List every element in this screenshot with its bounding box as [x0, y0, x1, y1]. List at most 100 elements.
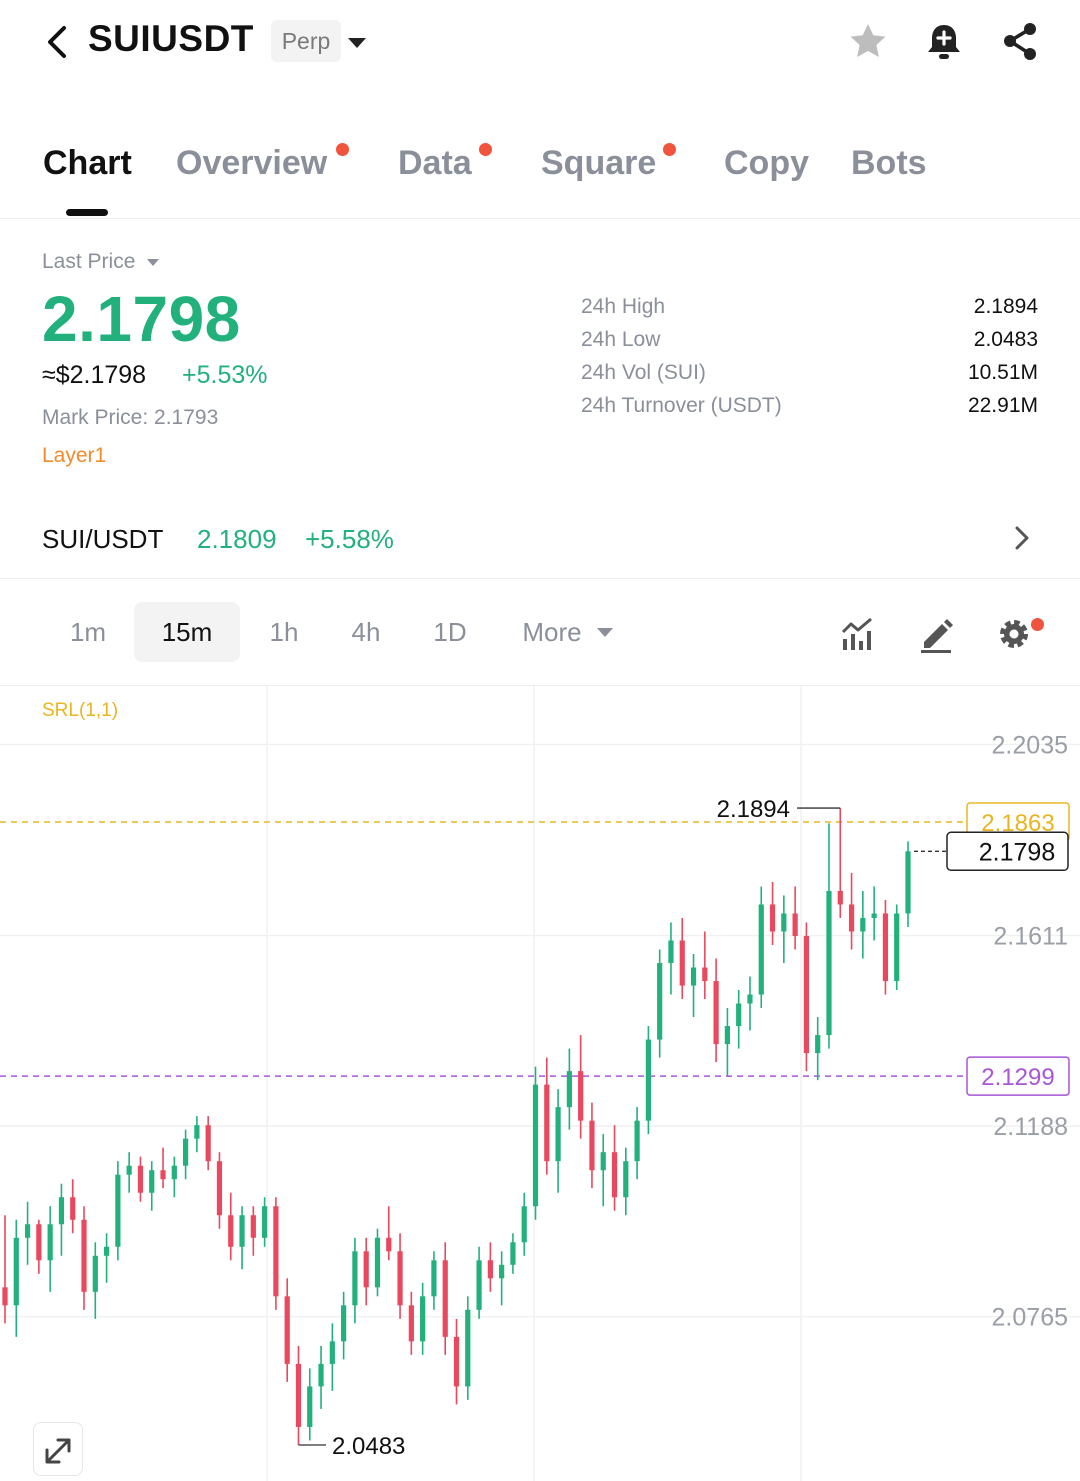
candle-body — [329, 1341, 335, 1364]
settings-notification-dot — [1031, 618, 1044, 631]
stat-value-24h-vol: 10.51M — [967, 361, 1038, 384]
candle-body — [724, 1026, 730, 1045]
candle-body — [13, 1237, 19, 1306]
candle-body — [860, 917, 866, 932]
candle-body — [657, 963, 663, 1040]
high-marker-label: 2.1894 — [717, 796, 790, 823]
last-price-caret-icon[interactable] — [147, 259, 159, 266]
candle-body — [792, 913, 798, 936]
candle-body — [318, 1363, 324, 1387]
candle-body — [442, 1260, 448, 1337]
y-axis-tick-label: 2.1611 — [993, 923, 1068, 951]
contract-type-badge[interactable]: Perp — [271, 20, 341, 62]
candle-body — [262, 1206, 268, 1238]
candle-body — [611, 1152, 618, 1198]
category-tag[interactable]: Layer1 — [42, 444, 107, 467]
indicator-label[interactable]: SRL(1,1) — [42, 700, 119, 721]
candle-body — [521, 1206, 527, 1243]
candle-body — [848, 904, 855, 932]
stat-value-24h-high: 2.1894 — [973, 295, 1038, 318]
candle-body — [826, 890, 832, 1036]
y-axis-tick-label: 2.0765 — [992, 1304, 1068, 1332]
candle-body — [115, 1174, 121, 1247]
candle-body — [713, 981, 719, 1045]
candle-body — [510, 1242, 516, 1265]
symbol-dropdown-caret-icon[interactable] — [348, 38, 366, 48]
tab-copy[interactable]: Copy — [724, 144, 809, 182]
price-change-percent: +5.53% — [182, 361, 268, 389]
active-tab-indicator — [66, 209, 108, 216]
candle-body — [307, 1386, 313, 1427]
candle-body — [634, 1120, 640, 1162]
draw-pen-icon[interactable] — [916, 614, 956, 654]
candle-body — [352, 1251, 358, 1306]
symbol-title[interactable]: SUIUSDT — [88, 18, 254, 59]
candle-body — [194, 1125, 200, 1139]
last-price-label[interactable]: Last Price — [42, 250, 136, 273]
tab-bots[interactable]: Bots — [851, 144, 927, 182]
candle-body — [341, 1305, 347, 1342]
usd-price: ≈$2.1798 — [42, 361, 147, 389]
notification-dot — [663, 143, 676, 156]
spot-pair-price: 2.1809 — [197, 524, 277, 554]
star-icon[interactable] — [846, 20, 890, 64]
candle-body — [702, 967, 708, 982]
interval-1h[interactable]: 1h — [269, 617, 299, 647]
candle-body — [295, 1363, 302, 1427]
candle-body — [465, 1309, 471, 1387]
share-icon[interactable] — [998, 20, 1042, 64]
stat-value-24h-low: 2.0483 — [973, 328, 1038, 351]
candlestick-chart[interactable]: 2.18942.04832.20352.16112.11882.07652.18… — [0, 686, 1080, 1481]
candle-body — [589, 1120, 595, 1171]
notification-dot — [479, 143, 492, 156]
current-price-box — [946, 831, 1069, 872]
candle-body — [566, 1071, 572, 1108]
chevron-right-icon[interactable] — [1008, 522, 1036, 554]
candle-body — [758, 904, 764, 995]
interval-more[interactable]: More — [522, 617, 582, 647]
expand-icon — [45, 1438, 71, 1464]
candle-body — [126, 1165, 132, 1175]
candle-body — [81, 1219, 87, 1292]
bell-add-icon[interactable] — [922, 20, 966, 64]
candle-body — [668, 940, 674, 964]
stat-label-24h-vol: 24h Vol (SUI) — [581, 361, 706, 384]
back-arrow-icon[interactable] — [38, 20, 78, 64]
candle-body — [499, 1264, 505, 1279]
candle-body — [149, 1170, 155, 1193]
candle-body — [92, 1255, 98, 1292]
candle-body — [363, 1251, 369, 1288]
fullscreen-button[interactable] — [33, 1422, 83, 1476]
stat-label-24h-turnover: 24h Turnover (USDT) — [581, 394, 782, 417]
candle-body — [408, 1305, 414, 1342]
candle-body — [160, 1170, 166, 1180]
interval-15m[interactable]: 15m — [134, 602, 240, 662]
interval-toolbar: 1m 15m 1h 4h 1D More — [0, 580, 1080, 686]
spot-pair-name: SUI/USDT — [42, 524, 164, 554]
low-marker-label: 2.0483 — [332, 1433, 405, 1460]
current-price-label: 2.1798 — [979, 838, 1055, 866]
candle-body — [837, 890, 843, 905]
y-axis-tick-label: 2.1188 — [993, 1113, 1068, 1141]
tab-data[interactable]: Data — [398, 144, 472, 182]
spot-pair-row[interactable]: SUI/USDT 2.1809 +5.58% — [0, 500, 1080, 579]
interval-4h[interactable]: 4h — [351, 617, 381, 647]
tab-overview[interactable]: Overview — [176, 144, 328, 182]
interval-1m[interactable]: 1m — [69, 617, 107, 647]
candle-body — [216, 1161, 223, 1216]
candle-body — [239, 1215, 245, 1247]
candle-body — [623, 1161, 629, 1198]
stat-label-24h-high: 24h High — [581, 295, 666, 318]
top-bar: SUIUSDT Perp — [0, 0, 1080, 84]
candle-body — [555, 1107, 561, 1162]
tab-square[interactable]: Square — [541, 144, 657, 182]
tab-chart[interactable]: Chart — [43, 144, 132, 182]
indicators-icon[interactable] — [838, 614, 878, 654]
interval-1d[interactable]: 1D — [433, 617, 467, 647]
level-label-box — [966, 1056, 1070, 1096]
more-caret-icon[interactable] — [597, 628, 613, 637]
settings-gear-icon[interactable] — [994, 614, 1034, 654]
candle-body — [747, 994, 753, 1004]
candle-body — [679, 940, 685, 986]
mark-price: Mark Price: 2.1793 — [42, 406, 219, 429]
